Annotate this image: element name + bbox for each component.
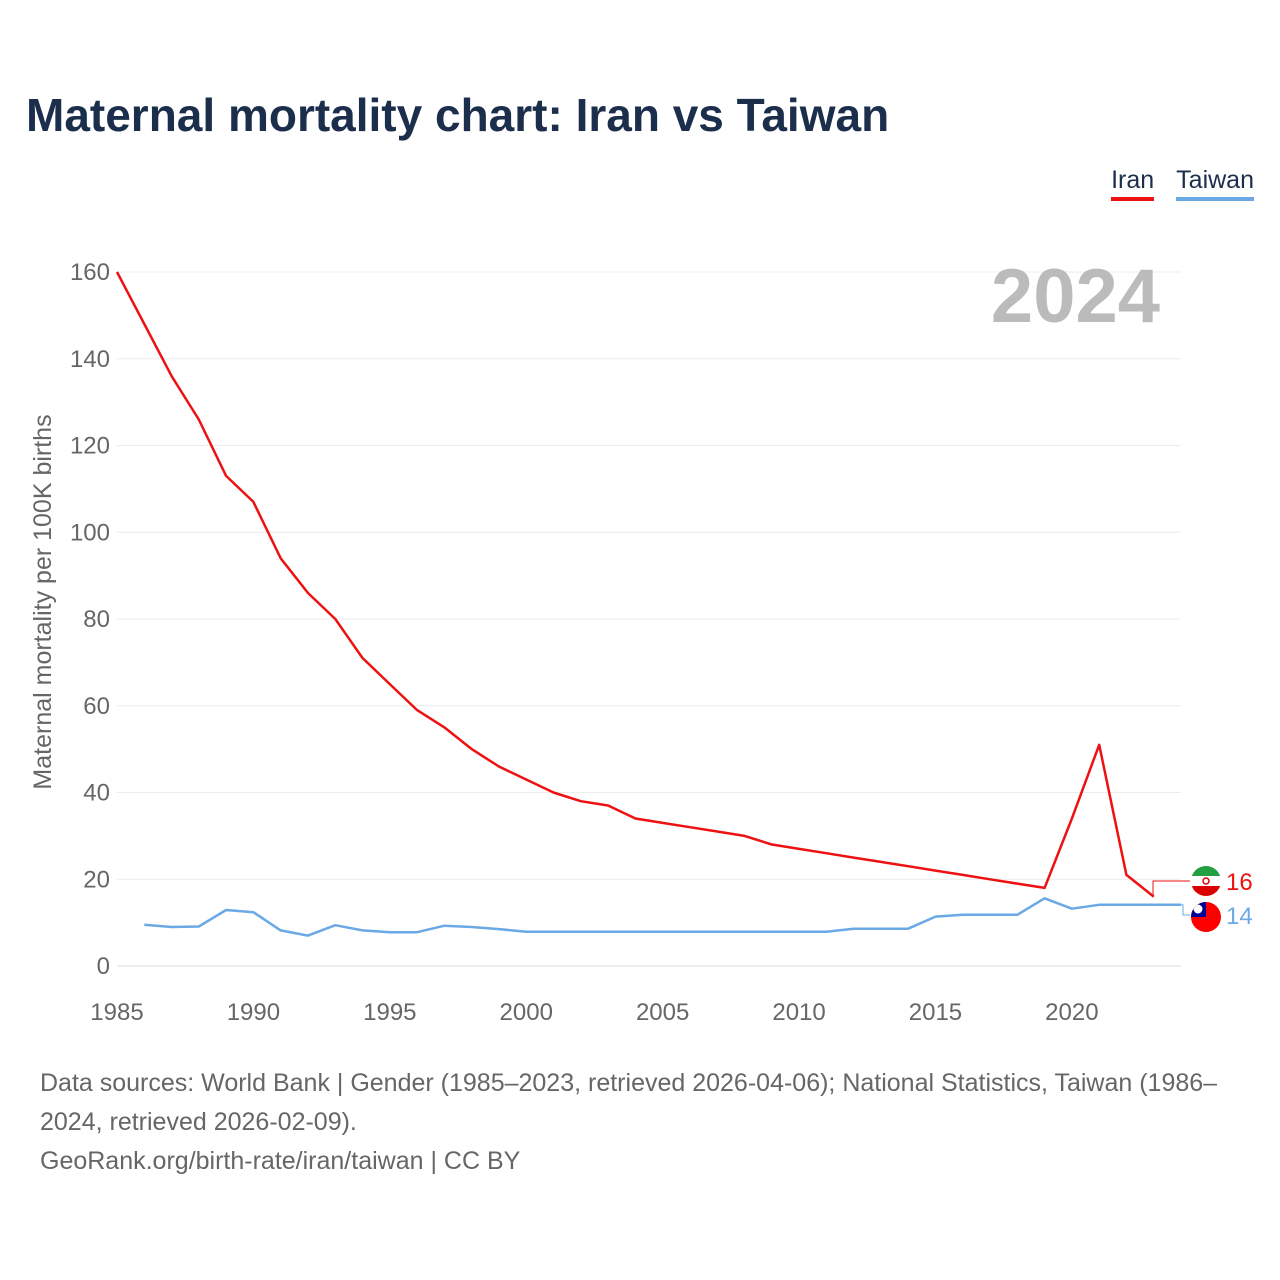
x-tick-label: 2010 (772, 999, 825, 1026)
y-tick-label: 120 (70, 433, 110, 460)
end-label-taiwan: 14 (1226, 903, 1253, 930)
credit-text: GeoRank.org/birth-rate/iran/taiwan | CC … (40, 1147, 521, 1175)
data-sources-text: Data sources: World Bank | Gender (1985–… (40, 1069, 1218, 1136)
taiwan-flag-icon (1191, 902, 1221, 932)
x-tick-label: 2005 (636, 999, 689, 1026)
x-tick-label: 2015 (909, 999, 962, 1026)
x-tick-label: 1985 (90, 999, 143, 1026)
chart-title: Maternal mortality chart: Iran vs Taiwan (26, 89, 890, 141)
series-line-iran (115, 271, 1155, 898)
y-tick-label: 0 (97, 953, 110, 980)
connector-taiwan (1181, 904, 1190, 916)
y-tick-label: 80 (83, 606, 110, 633)
legend-item-taiwan[interactable]: Taiwan (1176, 165, 1254, 201)
x-tick-label: 1995 (363, 999, 416, 1026)
x-tick-label: 2020 (1045, 999, 1098, 1026)
legend-item-iran[interactable]: Iran (1111, 165, 1155, 201)
y-tick-label: 20 (83, 866, 110, 893)
x-tick-label: 1990 (227, 999, 280, 1026)
y-tick-label: 140 (70, 346, 110, 373)
y-axis-label: Maternal mortality per 100K births (29, 414, 57, 789)
line-chart: 2024 Maternal mortality per 100K births … (29, 254, 1253, 1026)
y-tick-label: 60 (83, 693, 110, 720)
y-tick-label: 100 (70, 519, 110, 546)
x-tick-label: 2000 (500, 999, 553, 1026)
footer: Data sources: World Bank | Gender (1985–… (40, 1064, 1240, 1181)
connector-iran (1152, 880, 1190, 898)
y-tick-label: 160 (70, 259, 110, 286)
y-tick-label: 40 (83, 780, 110, 807)
year-watermark: 2024 (991, 254, 1160, 339)
series-line-taiwan (144, 897, 1181, 937)
legend: Iran Taiwan (1111, 165, 1254, 201)
iran-flag-icon (1191, 866, 1221, 896)
end-label-iran: 16 (1226, 869, 1253, 896)
